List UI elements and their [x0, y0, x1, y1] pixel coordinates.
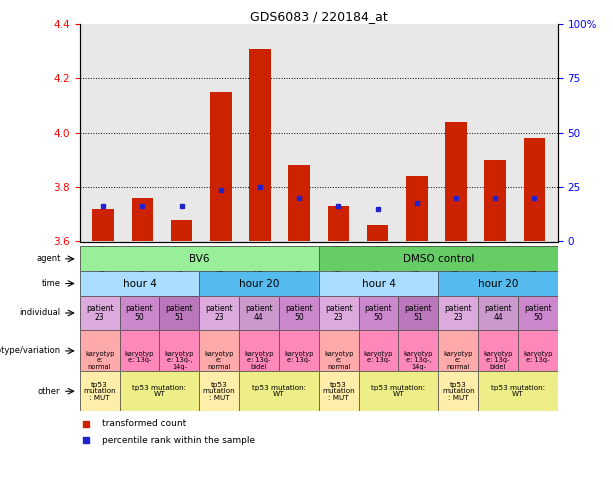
Text: tp53
mutation
: MUT: tp53 mutation : MUT [203, 382, 235, 401]
Text: karyotyp
e: 13q-: karyotyp e: 13q- [125, 351, 154, 363]
Text: BV6: BV6 [189, 254, 210, 264]
Text: patient
50: patient 50 [126, 304, 153, 322]
Text: other: other [38, 387, 61, 396]
Text: karyotyp
e:
normal: karyotyp e: normal [444, 351, 473, 370]
Text: tp53 mutation:
WT: tp53 mutation: WT [491, 385, 545, 398]
Text: time: time [42, 279, 61, 288]
Text: karyotyp
e: 13q-: karyotyp e: 13q- [284, 351, 313, 363]
Text: karyotyp
e: 13q-
bidel: karyotyp e: 13q- bidel [484, 351, 512, 370]
Bar [524, 138, 545, 242]
Title: GDS6083 / 220184_at: GDS6083 / 220184_at [250, 10, 387, 23]
Text: karyotyp
e:
normal: karyotyp e: normal [205, 351, 234, 370]
Bar [327, 206, 349, 242]
Bar [288, 165, 310, 242]
Text: hour 4: hour 4 [123, 279, 156, 288]
Text: patient
23: patient 23 [325, 304, 352, 322]
Text: karyotyp
e: 13q-: karyotyp e: 13q- [364, 351, 393, 363]
Text: patient
50: patient 50 [524, 304, 552, 322]
Bar [367, 225, 388, 242]
Text: patient
50: patient 50 [365, 304, 392, 322]
Bar [171, 220, 192, 242]
Text: transformed count: transformed count [102, 419, 186, 428]
Text: karyotyp
e:
normal: karyotyp e: normal [85, 351, 114, 370]
Text: individual: individual [19, 309, 61, 317]
Text: patient
23: patient 23 [444, 304, 472, 322]
Text: karyotyp
e: 13q-: karyotyp e: 13q- [524, 351, 552, 363]
Text: karyotyp
e: 13q-,
14q-: karyotyp e: 13q-, 14q- [404, 351, 433, 370]
Bar [93, 209, 114, 242]
Text: karyotyp
e:
normal: karyotyp e: normal [324, 351, 353, 370]
Text: genotype/variation: genotype/variation [0, 346, 61, 355]
Text: tp53
mutation
: MUT: tp53 mutation : MUT [322, 382, 355, 401]
Bar [210, 92, 232, 242]
Text: patient
23: patient 23 [86, 304, 113, 322]
Text: patient
50: patient 50 [285, 304, 313, 322]
Text: agent: agent [36, 255, 61, 263]
Text: karyotyp
e: 13q-,
14q-: karyotyp e: 13q-, 14q- [165, 351, 194, 370]
Text: tp53 mutation:
WT: tp53 mutation: WT [371, 385, 425, 398]
Text: patient
51: patient 51 [166, 304, 193, 322]
Text: patient
44: patient 44 [245, 304, 273, 322]
Text: tp53 mutation:
WT: tp53 mutation: WT [252, 385, 306, 398]
Bar [132, 198, 153, 242]
Text: DMSO control: DMSO control [403, 254, 474, 264]
Bar [406, 176, 427, 242]
Bar [484, 160, 506, 242]
Bar [249, 49, 271, 242]
Bar [445, 122, 466, 242]
Text: tp53 mutation:
WT: tp53 mutation: WT [132, 385, 186, 398]
Text: hour 4: hour 4 [362, 279, 395, 288]
Text: percentile rank within the sample: percentile rank within the sample [102, 436, 255, 444]
Text: tp53
mutation
: MUT: tp53 mutation : MUT [83, 382, 116, 401]
Text: patient
23: patient 23 [205, 304, 233, 322]
Text: hour 20: hour 20 [478, 279, 518, 288]
Text: hour 20: hour 20 [239, 279, 279, 288]
Text: karyotyp
e: 13q-
bidel: karyotyp e: 13q- bidel [245, 351, 273, 370]
Text: tp53
mutation
: MUT: tp53 mutation : MUT [442, 382, 474, 401]
Text: patient
51: patient 51 [405, 304, 432, 322]
Text: patient
44: patient 44 [484, 304, 512, 322]
